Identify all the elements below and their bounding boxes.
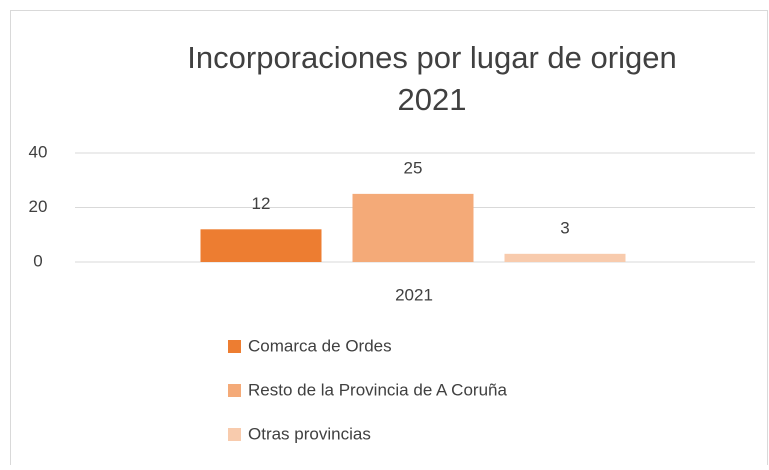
bar — [200, 229, 322, 262]
legend-swatch — [228, 384, 241, 397]
chart-title: Incorporaciones por lugar de origen — [187, 40, 676, 75]
legend-label: Resto de la Provincia de A Coruña — [248, 380, 507, 399]
data-label: 12 — [252, 194, 271, 213]
data-label: 25 — [404, 158, 423, 177]
bar — [504, 253, 626, 262]
legend-swatch — [228, 428, 241, 441]
bar — [352, 193, 474, 262]
data-label: 3 — [560, 218, 569, 237]
chart-title: 2021 — [398, 82, 467, 117]
x-tick-label: 2021 — [395, 285, 433, 304]
y-tick-label: 0 — [33, 251, 42, 270]
legend-swatch — [228, 340, 241, 353]
y-tick-label: 20 — [29, 197, 48, 216]
y-tick-label: 40 — [29, 142, 48, 161]
legend-label: Comarca de Ordes — [248, 336, 392, 355]
legend-label: Otras provincias — [248, 424, 371, 443]
